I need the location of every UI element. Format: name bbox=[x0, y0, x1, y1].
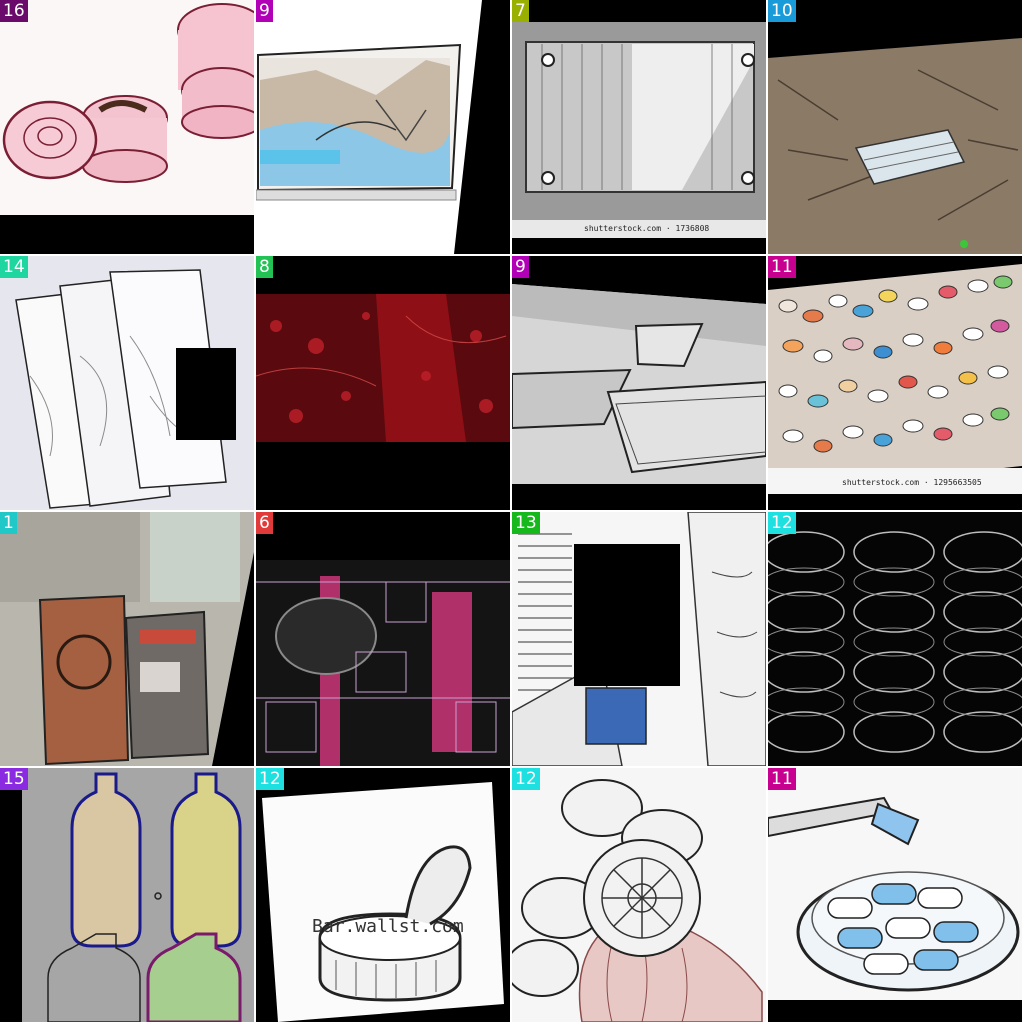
tin-can-image bbox=[262, 782, 504, 1022]
tile-label: 1 bbox=[0, 512, 17, 534]
plastic-bags-image bbox=[0, 256, 254, 510]
tile-label: 10 bbox=[768, 0, 796, 22]
tile-mask-on-ground[interactable]: 10 bbox=[768, 0, 1022, 254]
circuit-board-image bbox=[256, 560, 510, 766]
tile-label: 6 bbox=[256, 512, 273, 534]
tile-stacked-rings[interactable]: 12 bbox=[768, 512, 1022, 766]
mask-on-ground-image bbox=[768, 38, 1022, 254]
tile-label: 12 bbox=[256, 768, 284, 790]
tile-packaged-boxes[interactable]: 1 bbox=[0, 512, 254, 766]
capsules-bowl-image bbox=[768, 768, 1022, 1022]
packaged-boxes-image bbox=[0, 512, 254, 766]
tile-capsules-bowl[interactable]: 11 bbox=[768, 768, 1022, 1022]
tile-plastic-bags[interactable]: 14 bbox=[0, 256, 254, 510]
tile-label: 12 bbox=[512, 768, 540, 790]
tile-label: 14 bbox=[0, 256, 28, 278]
metal-plate-image bbox=[512, 22, 766, 238]
tile-label: 12 bbox=[768, 512, 796, 534]
tile-laptop-screen[interactable]: 9 bbox=[256, 0, 510, 254]
watermark: Bar.wallst.com bbox=[312, 916, 464, 937]
tile-circuit-board[interactable]: 6 bbox=[256, 512, 510, 766]
stacked-rings-image bbox=[768, 512, 1022, 766]
tile-pills-pile[interactable]: 11 shutterstock.com · 1295663505 bbox=[768, 256, 1022, 510]
tile-tin-can[interactable]: 12 Bar.wallst.com bbox=[256, 768, 510, 1022]
tile-label: 11 bbox=[768, 256, 796, 278]
bottles-image bbox=[22, 768, 254, 1022]
red-texture-image bbox=[256, 294, 510, 442]
glass-shelf-image bbox=[512, 284, 766, 484]
tile-glass-shelf[interactable]: 9 bbox=[512, 256, 766, 510]
tile-pink-containers[interactable]: 16 bbox=[0, 0, 254, 254]
watermark: shutterstock.com · 1295663505 bbox=[842, 478, 982, 487]
pink-containers-image bbox=[0, 0, 254, 254]
tile-label: 15 bbox=[0, 768, 28, 790]
laptop-screen-image bbox=[256, 0, 482, 254]
tile-coins-on-hand[interactable]: 12 bbox=[512, 768, 766, 1022]
pills-pile-image bbox=[768, 264, 1022, 494]
tile-label: 16 bbox=[0, 0, 28, 22]
tile-metal-plate[interactable]: 7 shutterstock.com · 1736808 bbox=[512, 0, 766, 254]
tile-label: 7 bbox=[512, 0, 529, 22]
tile-label: 8 bbox=[256, 256, 273, 278]
tile-label: 13 bbox=[512, 512, 540, 534]
tile-bottles[interactable]: 15 bbox=[0, 768, 254, 1022]
tile-label: 9 bbox=[256, 0, 273, 22]
tile-newspaper[interactable]: 13 bbox=[512, 512, 766, 766]
coins-on-hand-image bbox=[512, 768, 766, 1022]
newspaper-image bbox=[512, 512, 766, 766]
tile-label: 11 bbox=[768, 768, 796, 790]
tile-red-texture[interactable]: 8 bbox=[256, 256, 510, 510]
tile-label: 9 bbox=[512, 256, 529, 278]
watermark: shutterstock.com · 1736808 bbox=[584, 224, 710, 233]
